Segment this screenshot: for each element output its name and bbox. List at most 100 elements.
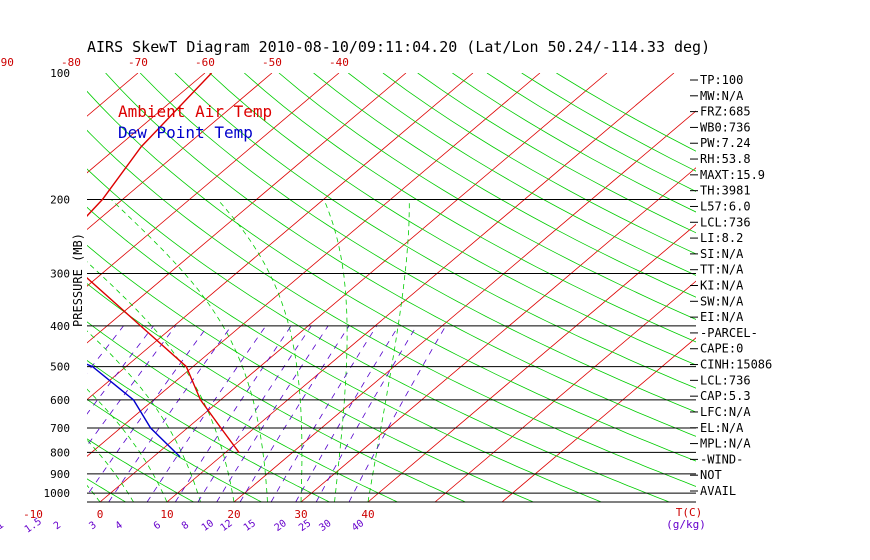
moist-adiabat-line: [0, 200, 33, 503]
isotherm-line: [87, 73, 273, 231]
isotherm-line: [87, 73, 407, 344]
moist-adiabat-line: [367, 199, 410, 502]
mixing-ratio-line: [216, 325, 329, 502]
pressure-tick-label: 100: [50, 67, 70, 80]
mixing-ratio-tick-label: 2: [52, 520, 63, 532]
index-label: SI:N/A: [700, 247, 744, 261]
index-label: MAXT:15.9: [700, 168, 765, 182]
index-label: PW:7.24: [700, 136, 751, 150]
isotherm-line: [87, 73, 206, 174]
index-label: TT:N/A: [700, 263, 744, 277]
moist-adiabat-line: [87, 388, 168, 502]
mixing-ratio-tick-label: 8: [180, 520, 191, 532]
isotherm-line: [87, 73, 340, 287]
pressure-tick-label: 500: [50, 361, 70, 374]
pressure-tick-label: 400: [50, 320, 70, 333]
chart-title: AIRS SkewT Diagram 2010-08-10/09:11:04.2…: [87, 38, 710, 56]
mixing-ratio-line: [174, 325, 292, 502]
mixing-ratio-line: [146, 325, 267, 502]
background-lines: [0, 73, 696, 503]
dry-adiabat-line: [417, 73, 696, 234]
dry-adiabat-line: [521, 73, 696, 172]
mixing-ratio-line: [0, 326, 16, 502]
mixing-ratio-line: [197, 325, 312, 502]
index-label: RH:53.8: [700, 152, 751, 166]
dry-adiabat-line: [348, 73, 696, 276]
index-label: NOT: [700, 468, 722, 482]
dry-adiabat-line: [87, 359, 330, 502]
dry-adiabat-line: [174, 73, 696, 389]
dry-adiabat-line: [87, 478, 126, 502]
index-label: CAPE:0: [700, 342, 743, 356]
dry-adiabat-line: [87, 283, 466, 502]
index-label: WB0:736: [700, 120, 751, 134]
pressure-tick-label: 300: [50, 267, 70, 280]
moist-adiabat-line: [87, 330, 201, 502]
isotherm-line: [367, 223, 696, 502]
dry-adiabat-line: [87, 438, 194, 502]
top-temp-tick-label: -40: [329, 56, 349, 69]
series-layer: [87, 73, 240, 458]
index-label: AVAIL: [700, 484, 736, 498]
mixing-ratio-line: [270, 325, 377, 502]
bottom-temp-tick-label: 0: [97, 508, 104, 521]
isobar-lines: [87, 198, 696, 503]
isotherm-line: [0, 73, 71, 502]
mixing-ratio-tick-label: 15: [242, 518, 258, 534]
bottom-temp-tick-label: 30: [294, 508, 307, 521]
mixing-ratio-tick-label: 20: [273, 518, 289, 534]
pressure-tick-label: 700: [50, 422, 70, 435]
top-temp-tick-label: -70: [128, 56, 148, 69]
legend-ambient: Ambient Air Temp: [118, 102, 272, 121]
index-label: MPL:N/A: [700, 437, 751, 451]
isotherm-line: [300, 167, 696, 502]
top-temp-tick-label: -80: [61, 56, 81, 69]
index-label: KI:N/A: [700, 279, 744, 293]
dry-adiabat-line: [87, 90, 696, 462]
mixing-ratio-line: [315, 325, 417, 502]
bottom-temp-tick-label: -10: [23, 508, 43, 521]
pressure-tick-label: 1000: [44, 487, 71, 500]
isotherm-line: [99, 73, 608, 502]
dry-adiabat-line: [87, 244, 534, 502]
mixing-ratio-tick-label: 1: [0, 520, 6, 532]
index-label: -WIND-: [700, 452, 743, 466]
mixing-ratio-line: [87, 325, 209, 497]
pressure-tick-label: 900: [50, 468, 70, 481]
isotherm-line: [0, 73, 4, 502]
top-temp-tick-label: -50: [262, 56, 282, 69]
mixing-ratio-line: [108, 325, 232, 502]
index-label: SW:N/A: [700, 294, 744, 308]
dry-adiabat-line: [244, 73, 696, 343]
mixing-ratio-line: [87, 325, 176, 447]
mixing-ratio-line: [348, 325, 447, 502]
dry-adiabat-line: [87, 321, 398, 502]
bottom-temp-tick-label: 10: [160, 508, 173, 521]
dry-adiabat-line: [486, 73, 696, 192]
isotherm-line: [87, 73, 474, 401]
index-label: TP:100: [700, 73, 743, 87]
dewpoint-temp-line: [87, 363, 181, 458]
isotherm-line: [501, 337, 696, 502]
bottom-temp-tick-label: 20: [227, 508, 240, 521]
dry-adiabat-line: [105, 73, 696, 437]
index-label: LI:8.2: [700, 231, 743, 245]
index-label: LCL:736: [700, 373, 751, 387]
bottom-temp-tick-label: 40: [361, 508, 374, 521]
index-label: LFC:N/A: [700, 405, 751, 419]
index-label: -PARCEL-: [700, 326, 758, 340]
index-label: LCL:736: [700, 215, 751, 229]
moist-adiabat-line: [110, 199, 268, 502]
isotherm-line: [434, 280, 696, 502]
top-temp-tick-label: -90: [0, 56, 14, 69]
temp-unit-label: T(C): [676, 506, 703, 519]
legend-dewpoint: Dew Point Temp: [118, 123, 253, 142]
index-label: EI:N/A: [700, 310, 744, 324]
dry-adiabat-line: [87, 206, 602, 502]
index-label: CAP:5.3: [700, 389, 751, 403]
dry-adiabat-line: [278, 73, 696, 320]
dry-adiabat-line: [87, 398, 262, 502]
index-label: EL:N/A: [700, 421, 744, 435]
